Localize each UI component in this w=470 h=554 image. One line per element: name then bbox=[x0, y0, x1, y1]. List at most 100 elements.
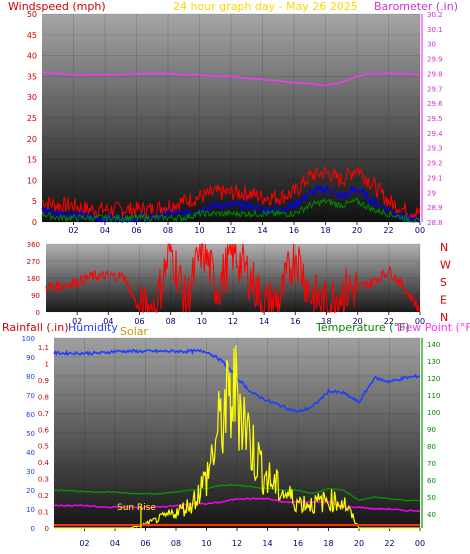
wind-average-line bbox=[41, 196, 421, 223]
compass-label: S bbox=[440, 276, 447, 289]
x-tick-label: 16 bbox=[289, 226, 299, 235]
temperature-title: Temperature (°F) bbox=[315, 321, 410, 334]
direction-y-tick-label: 0 bbox=[36, 309, 40, 317]
x-tick-label: 20 bbox=[354, 539, 364, 548]
x-tick-label: 20 bbox=[353, 317, 363, 326]
rain-y-tick-label: 1 bbox=[45, 360, 49, 368]
barometer-title: Barometer (.in) bbox=[374, 0, 458, 13]
temperature-line bbox=[53, 483, 421, 502]
x-tick-label: 22 bbox=[383, 226, 393, 235]
dewpoint-line bbox=[53, 497, 421, 513]
barometer-y-tick-label: 30.1 bbox=[427, 26, 443, 34]
x-tick-label: 00 bbox=[415, 226, 425, 235]
x-tick-label: 06 bbox=[131, 226, 141, 235]
temperature-y-tick-label: 80 bbox=[427, 443, 436, 451]
barometer-y-tick-label: 29.7 bbox=[427, 85, 443, 93]
x-tick-label: 04 bbox=[110, 539, 120, 548]
x-tick-label: 10 bbox=[197, 317, 207, 326]
rain-y-tick-label: 0.6 bbox=[38, 426, 50, 434]
x-tick-label: 08 bbox=[166, 317, 176, 326]
wind-y-tick-label: 10 bbox=[27, 176, 37, 185]
barometer-y-tick-label: 30 bbox=[427, 41, 436, 49]
temperature-y-tick-label: 130 bbox=[427, 358, 440, 366]
x-tick-label: 12 bbox=[228, 317, 238, 326]
x-tick-label: 10 bbox=[201, 539, 211, 548]
compass-label: N bbox=[440, 241, 448, 254]
rain-y-tick-label: 0.7 bbox=[38, 410, 49, 418]
x-tick-label: 06 bbox=[140, 539, 150, 548]
humidity-y-tick-label: 80 bbox=[26, 373, 35, 381]
temperature-y-tick-label: 110 bbox=[427, 392, 440, 400]
x-tick-label: 14 bbox=[262, 539, 272, 548]
humidity-y-tick-label: 50 bbox=[26, 430, 35, 438]
direction-panel bbox=[46, 244, 420, 312]
rain-y-tick-label: 0.3 bbox=[38, 476, 49, 484]
x-tick-label: 08 bbox=[163, 226, 173, 235]
rain-y-tick-label: 0.9 bbox=[38, 377, 49, 385]
rainfall-title: Rainfall (.in) bbox=[2, 321, 69, 334]
wind-y-tick-label: 20 bbox=[27, 135, 37, 144]
x-tick-label: 08 bbox=[171, 539, 181, 548]
x-tick-label: 12 bbox=[232, 539, 242, 548]
wind-direction-line bbox=[45, 242, 421, 314]
direction-y-tick-label: 90 bbox=[31, 292, 40, 300]
x-tick-label: 18 bbox=[323, 539, 333, 548]
temperature-y-tick-label: 90 bbox=[427, 426, 436, 434]
x-tick-label: 00 bbox=[415, 539, 425, 548]
barometer-y-tick-label: 29 bbox=[427, 189, 436, 197]
rain-y-tick-label: 0.5 bbox=[38, 443, 49, 451]
rain-y-tick-label: 0.4 bbox=[38, 459, 50, 467]
barometer-y-tick-label: 30.2 bbox=[427, 11, 443, 19]
rain-y-tick-label: 1.1 bbox=[38, 344, 49, 352]
wind-y-tick-label: 0 bbox=[32, 218, 37, 227]
barometer-y-tick-label: 29.4 bbox=[427, 130, 443, 138]
humidity-y-tick-label: 10 bbox=[26, 506, 35, 514]
x-tick-label: 02 bbox=[79, 539, 89, 548]
x-tick-label: 16 bbox=[290, 317, 300, 326]
humidity-y-tick-label: 100 bbox=[22, 335, 35, 343]
humidity-y-tick-label: 70 bbox=[26, 392, 35, 400]
rain-y-tick-label: 0.1 bbox=[38, 509, 49, 517]
x-tick-label: 22 bbox=[384, 539, 394, 548]
compass-label: W bbox=[440, 259, 451, 272]
x-tick-label: 20 bbox=[352, 226, 362, 235]
barometer-y-tick-label: 29.2 bbox=[427, 160, 443, 168]
temperature-y-tick-label: 50 bbox=[427, 494, 436, 502]
x-tick-label: 12 bbox=[226, 226, 236, 235]
solar-title: Solar bbox=[120, 325, 149, 338]
humidity-y-tick-label: 30 bbox=[26, 468, 35, 476]
compass-label: N bbox=[440, 311, 448, 324]
rain-y-tick-label: 0.8 bbox=[38, 393, 49, 401]
barometer-y-tick-label: 29.9 bbox=[427, 56, 443, 64]
humidity-y-tick-label: 20 bbox=[26, 487, 35, 495]
x-tick-label: 18 bbox=[320, 226, 330, 235]
dewpoint-title: Dew Point (°F) bbox=[397, 321, 470, 334]
x-tick-label: 02 bbox=[68, 226, 78, 235]
barometer-y-tick-label: 29.1 bbox=[427, 174, 443, 182]
x-tick-label: 04 bbox=[103, 317, 113, 326]
temperature-y-tick-label: 60 bbox=[427, 477, 436, 485]
wind-y-tick-label: 15 bbox=[27, 156, 37, 165]
barometer-y-tick-label: 28.8 bbox=[427, 219, 443, 227]
x-tick-label: 04 bbox=[100, 226, 110, 235]
wind-y-tick-label: 45 bbox=[27, 31, 37, 40]
x-tick-label: 10 bbox=[194, 226, 204, 235]
temperature-y-tick-label: 140 bbox=[427, 341, 440, 349]
x-tick-label: 02 bbox=[72, 317, 82, 326]
barometer-y-tick-label: 29.5 bbox=[427, 115, 443, 123]
compass-label: E bbox=[440, 294, 447, 307]
direction-y-tick-label: 360 bbox=[27, 241, 40, 249]
rain-y-tick-label: 0.2 bbox=[38, 492, 49, 500]
x-tick-label: 18 bbox=[321, 317, 331, 326]
barometer-y-tick-label: 29.3 bbox=[427, 145, 443, 153]
wind-y-tick-label: 5 bbox=[32, 197, 37, 206]
humidity-title: Humidity bbox=[68, 321, 118, 334]
wind-y-tick-label: 50 bbox=[27, 10, 37, 19]
temperature-y-tick-label: 100 bbox=[427, 409, 440, 417]
x-tick-label: 00 bbox=[415, 317, 425, 326]
x-tick-label: 16 bbox=[293, 539, 303, 548]
wind-y-tick-label: 25 bbox=[27, 114, 37, 123]
sunrise-annotation: Sun Rise bbox=[117, 503, 156, 513]
wind-y-tick-label: 35 bbox=[27, 72, 37, 81]
